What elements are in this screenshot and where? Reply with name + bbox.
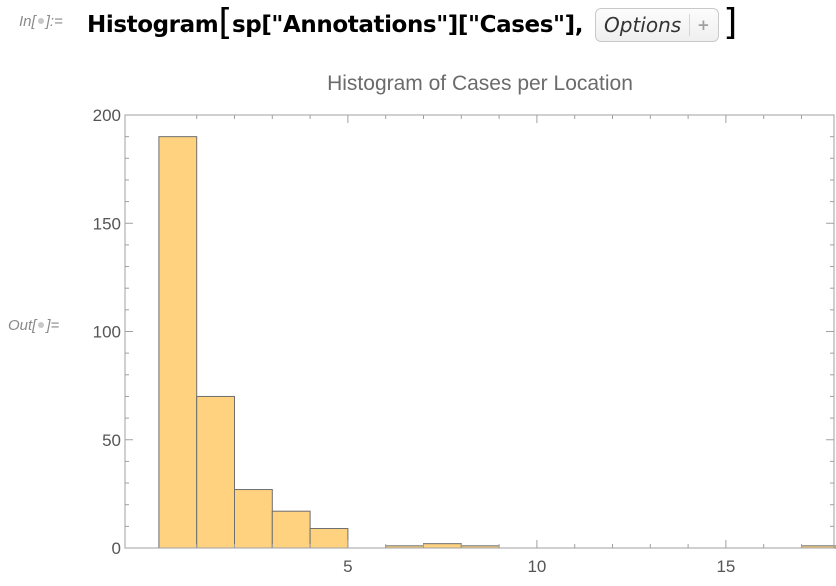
input-expression[interactable]: Histogram [ sp["Annotations"]["Cases"], …	[87, 5, 737, 45]
histogram-bar	[234, 489, 273, 549]
chart-title: Histogram of Cases per Location	[327, 72, 633, 95]
function-name: Histogram	[87, 12, 219, 38]
out-prefix: Out[	[8, 317, 37, 334]
histogram-bar	[196, 395, 235, 549]
y-tick-label: 200	[93, 106, 121, 125]
y-tick-label: 100	[93, 323, 121, 342]
histogram-bar	[423, 543, 462, 549]
options-button[interactable]: Options +	[595, 8, 720, 42]
output-cell-label: Out[ ]=	[8, 317, 59, 334]
out-suffix: ]=	[46, 317, 60, 334]
close-bracket: ]	[723, 2, 737, 43]
in-suffix: ]:=	[45, 13, 63, 30]
histogram-bar	[309, 528, 349, 549]
y-tick-label: 0	[112, 539, 121, 558]
cell-number-dot-icon	[38, 322, 45, 329]
histogram-bar	[158, 136, 198, 549]
x-tick-label: 15	[716, 557, 735, 576]
options-label: Options	[604, 13, 682, 37]
y-tick-label: 150	[93, 214, 121, 233]
function-arguments: sp["Annotations"]["Cases"],	[231, 12, 584, 38]
input-cell-label: In[ ]:=	[19, 13, 63, 30]
cell-number-dot-icon	[37, 18, 44, 25]
histogram-bar	[271, 510, 311, 549]
in-prefix: In[	[19, 13, 36, 30]
add-option-plus-icon[interactable]: +	[689, 14, 712, 36]
x-tick-label: 5	[343, 557, 352, 576]
x-tick-label: 10	[527, 557, 546, 576]
open-bracket: [	[218, 2, 232, 43]
axis-ticks: 0 50 100 150 200 5 10 15	[93, 106, 834, 576]
bars-layer	[158, 136, 836, 549]
y-tick-label: 50	[102, 431, 121, 450]
